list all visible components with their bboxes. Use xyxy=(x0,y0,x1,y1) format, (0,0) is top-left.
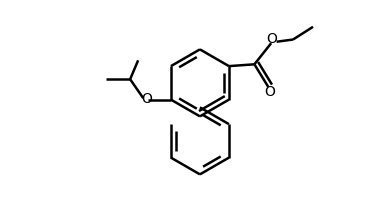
Text: O: O xyxy=(141,92,152,106)
Text: O: O xyxy=(266,32,277,46)
Text: O: O xyxy=(264,85,275,99)
